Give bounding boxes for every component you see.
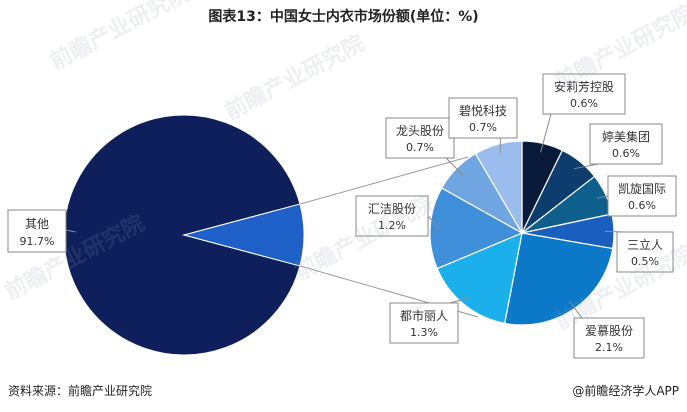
slice-name-label: 龙头股份: [396, 124, 444, 138]
brand-credit: @前瞻经济学人APP: [572, 382, 679, 399]
slice-name-label: 婷美集团: [602, 129, 650, 144]
watermark-text: 前瞻产业研究院: [221, 30, 369, 125]
slice-name-label: 三立人: [627, 237, 663, 252]
slice-value-label: 0.7%: [406, 141, 434, 154]
watermark-text: 前瞻产业研究院: [46, 0, 194, 75]
slice-value-label: 0.7%: [469, 121, 497, 134]
slice-value-label: 1.3%: [410, 326, 438, 339]
slice-name-label: 都市丽人: [400, 308, 448, 323]
slice-value-label: 0.6%: [612, 147, 640, 160]
slice-name-label: 碧悦科技: [459, 104, 507, 118]
slice-name-label: 爱慕股份: [585, 324, 633, 338]
source-note: 资料来源：前瞻产业研究院: [8, 382, 152, 399]
slice-value-label: 0.6%: [570, 97, 598, 110]
slice-value-label: 0.6%: [628, 199, 656, 212]
slice-value-label: 2.1%: [595, 341, 623, 354]
slice-name-label: 凯旋国际: [618, 182, 666, 196]
slice-value-label: 91.7%: [20, 235, 55, 248]
slice-name-label: 其他: [25, 217, 49, 231]
